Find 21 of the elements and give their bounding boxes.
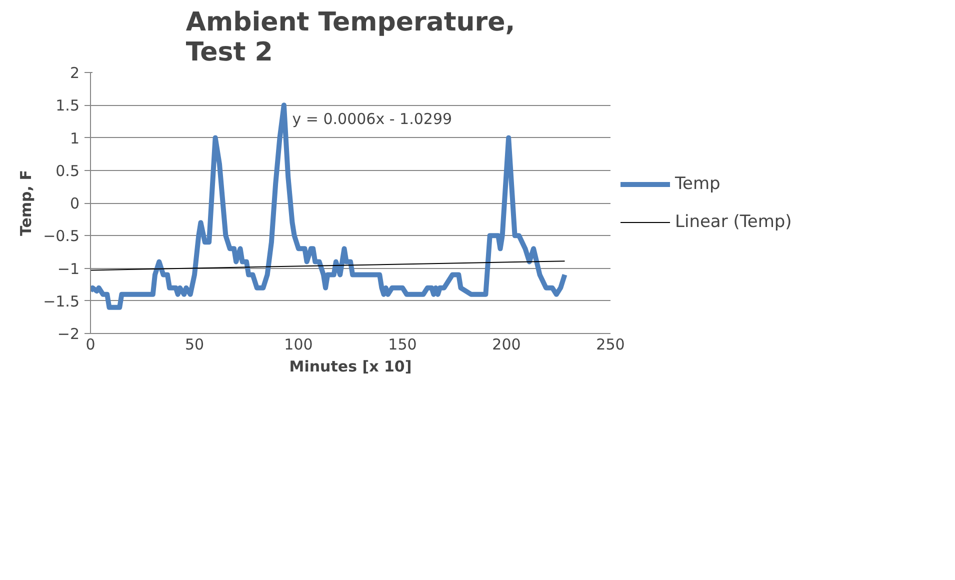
- x-tick-label: 250: [596, 336, 625, 354]
- x-tick-label: 200: [492, 336, 521, 354]
- chart-title: Ambient Temperature, Test 2: [186, 8, 516, 68]
- x-tick-label: 0: [86, 336, 96, 354]
- x-tick-label: 50: [184, 336, 204, 354]
- legend-label: Temp: [675, 174, 720, 194]
- x-tick-label: 150: [388, 336, 417, 354]
- y-tick-label: 2: [70, 64, 80, 82]
- y-tick-label: 0: [70, 194, 80, 212]
- y-tick-label: −1.5: [43, 292, 80, 310]
- y-axis-title: Temp, F: [17, 170, 36, 236]
- y-tick-label: 1.5: [56, 96, 80, 115]
- y-tick-label: −2: [57, 325, 80, 343]
- legend-label: Linear (Temp): [675, 212, 792, 232]
- y-tick-label: −0.5: [43, 227, 80, 246]
- y-tick-label: 1: [70, 129, 80, 148]
- x-tick-label: 100: [284, 336, 313, 354]
- y-tick-label: 0.5: [56, 162, 80, 180]
- x-axis-title: Minutes [x 10]: [289, 358, 412, 376]
- y-tick-label: −1: [57, 260, 80, 278]
- annotation: y = 0.0006x - 1.0299: [292, 110, 452, 128]
